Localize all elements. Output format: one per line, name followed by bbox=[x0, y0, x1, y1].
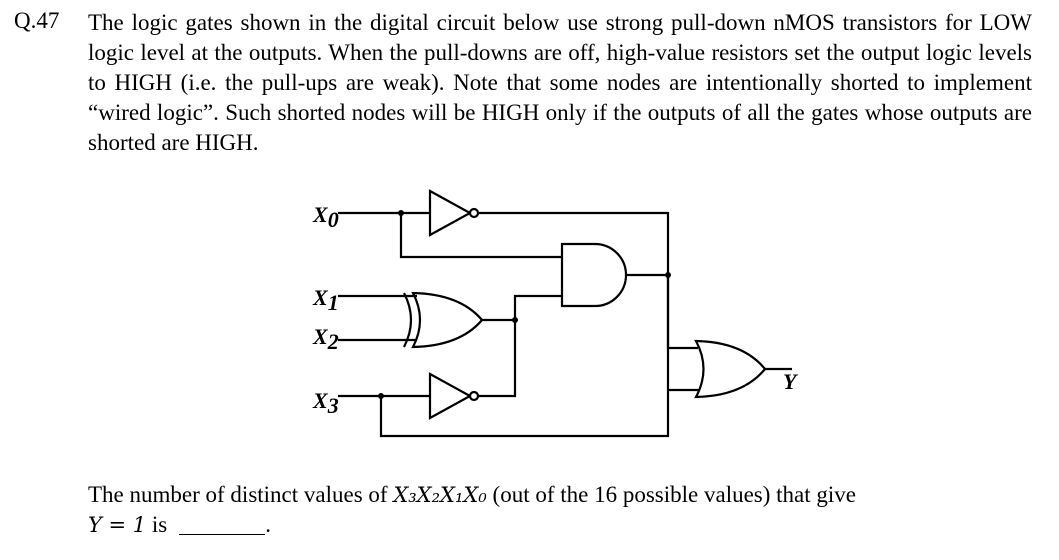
input-label-x0: X0 bbox=[312, 202, 339, 232]
or-gate bbox=[694, 339, 767, 399]
input-label-x3: X3 bbox=[312, 388, 339, 418]
xor-gate bbox=[411, 291, 484, 349]
question-footer: The number of distinct values of X₃X₂X₁X… bbox=[88, 480, 856, 540]
output-label-y: Y bbox=[783, 369, 799, 394]
wire-not1-out bbox=[379, 211, 670, 438]
footer-line-1: The number of distinct values of X₃X₂X₁X… bbox=[88, 482, 856, 507]
wire-to-or-top bbox=[666, 275, 698, 350]
wire-x0-to-and bbox=[399, 213, 562, 259]
question-number: Q.47 bbox=[14, 8, 60, 33]
input-label-x2: X2 bbox=[312, 324, 339, 354]
and-gate bbox=[560, 242, 628, 308]
footer-line-2: Y = 1 is. bbox=[88, 512, 272, 537]
not-gate-2-bubble bbox=[468, 390, 480, 402]
wire-not2-out bbox=[478, 320, 517, 398]
xor-gate-back-curve bbox=[403, 292, 413, 348]
not-gate-1-bubble bbox=[468, 207, 480, 219]
not-gate-1 bbox=[428, 189, 473, 237]
wire-xor-to-and bbox=[513, 294, 562, 320]
question-text: The logic gates shown in the digital cir… bbox=[88, 10, 1032, 155]
input-label-x1: X1 bbox=[312, 285, 339, 315]
junction-x3 bbox=[378, 393, 384, 399]
footer-math-inputs: X₃X₂X₁X₀ bbox=[393, 483, 487, 507]
not-gate-2 bbox=[428, 372, 473, 420]
footer-math-y: Y = 1 bbox=[88, 513, 147, 537]
answer-blank[interactable] bbox=[179, 514, 266, 535]
